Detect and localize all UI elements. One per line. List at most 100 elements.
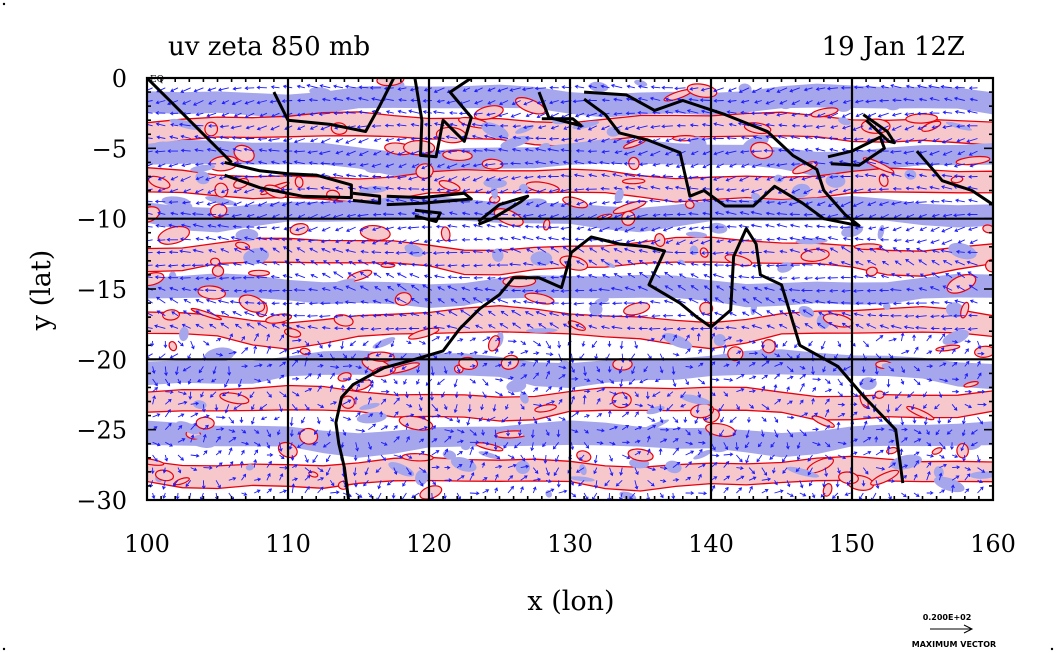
wind-vector bbox=[574, 112, 585, 118]
wind-vector bbox=[573, 160, 585, 165]
wind-vector bbox=[865, 84, 877, 89]
wind-vector bbox=[422, 284, 433, 291]
wind-vector bbox=[890, 313, 902, 318]
wind-vector bbox=[598, 287, 610, 292]
wind-vector bbox=[307, 150, 318, 155]
wind-vector bbox=[829, 288, 838, 293]
wind-vector bbox=[741, 286, 750, 291]
wind-vector bbox=[530, 442, 535, 452]
wind-vector bbox=[401, 366, 407, 370]
wind-vector bbox=[550, 275, 559, 280]
wind-vector bbox=[177, 467, 182, 474]
wind-vector bbox=[954, 299, 965, 304]
vorticity-contour bbox=[795, 237, 828, 245]
wind-vector bbox=[634, 403, 644, 408]
wind-vector bbox=[487, 87, 496, 92]
wind-vector bbox=[385, 163, 394, 168]
vorticity-contour bbox=[401, 453, 434, 462]
wind-vector bbox=[473, 211, 483, 216]
wind-vector bbox=[360, 326, 369, 331]
wind-vector bbox=[740, 150, 750, 154]
wind-vector bbox=[536, 261, 547, 266]
wind-vector bbox=[685, 378, 689, 386]
wind-vector bbox=[266, 429, 272, 438]
wind-vector bbox=[977, 389, 986, 394]
wind-vector bbox=[371, 163, 382, 168]
wind-vector bbox=[596, 397, 601, 405]
vorticity-contour bbox=[388, 462, 415, 477]
wind-vector bbox=[535, 236, 547, 241]
wind-vector bbox=[163, 340, 168, 349]
wind-vector bbox=[432, 251, 445, 256]
wind-vector bbox=[714, 297, 724, 304]
wind-vector bbox=[765, 122, 775, 127]
wind-vector bbox=[968, 226, 978, 231]
wind-vector bbox=[362, 340, 369, 346]
wind-vector bbox=[355, 492, 363, 498]
wind-vector bbox=[482, 350, 489, 355]
wind-vector bbox=[688, 175, 699, 180]
wind-vector bbox=[725, 198, 737, 203]
wind-vector bbox=[812, 427, 820, 432]
wind-vector bbox=[778, 123, 788, 128]
wind-vector bbox=[716, 285, 724, 291]
wind-vector bbox=[601, 200, 610, 205]
wind-vector bbox=[930, 226, 940, 232]
wind-vector bbox=[862, 467, 869, 475]
wind-vector bbox=[842, 365, 851, 371]
wind-vector bbox=[779, 100, 788, 105]
wind-vector bbox=[507, 475, 514, 481]
wind-vector bbox=[220, 188, 229, 194]
wind-vector bbox=[224, 378, 230, 388]
wind-vector bbox=[600, 186, 610, 191]
wind-vector bbox=[788, 176, 800, 182]
wind-vector bbox=[964, 467, 972, 471]
wind-vector bbox=[672, 426, 681, 431]
wind-vector bbox=[878, 301, 889, 306]
wind-vector bbox=[494, 473, 499, 481]
wind-vector bbox=[410, 262, 420, 267]
wind-vector bbox=[953, 213, 965, 218]
wind-vector bbox=[841, 311, 851, 317]
wind-vector bbox=[609, 400, 617, 405]
wind-vector bbox=[664, 261, 674, 266]
wind-vector bbox=[371, 97, 382, 101]
wind-vector bbox=[571, 377, 579, 381]
wind-vector bbox=[672, 461, 681, 468]
wind-vector bbox=[570, 395, 576, 405]
wind-vector bbox=[410, 284, 420, 291]
wind-vector bbox=[865, 99, 877, 104]
vorticity-contour bbox=[356, 412, 387, 424]
wind-vector bbox=[807, 454, 813, 462]
wind-vector bbox=[180, 148, 191, 153]
wind-vector bbox=[506, 429, 510, 437]
wind-vector bbox=[511, 147, 521, 152]
wind-vector bbox=[652, 213, 661, 218]
vorticity-contour bbox=[539, 142, 550, 150]
wind-vector bbox=[291, 391, 300, 397]
wind-vector bbox=[194, 148, 204, 153]
wind-vector bbox=[185, 480, 192, 488]
vorticity-contour bbox=[621, 178, 646, 185]
vorticity-contour bbox=[333, 314, 354, 327]
wind-vector bbox=[396, 297, 407, 304]
wind-vector bbox=[664, 110, 673, 115]
wind-vector bbox=[279, 374, 285, 380]
wind-vector bbox=[736, 360, 740, 367]
wind-vector bbox=[177, 378, 181, 385]
wind-vector bbox=[532, 387, 539, 393]
vorticity-contour bbox=[515, 198, 548, 212]
wind-vector bbox=[816, 112, 826, 118]
wind-vector bbox=[957, 239, 965, 244]
wind-vector bbox=[310, 273, 318, 279]
wind-vector bbox=[389, 366, 395, 373]
x-tick-label: 160 bbox=[970, 530, 1016, 558]
wind-vector bbox=[241, 429, 247, 434]
wind-vector bbox=[775, 263, 788, 268]
wind-vector bbox=[397, 262, 407, 267]
wind-vector bbox=[858, 492, 864, 500]
wind-vector bbox=[688, 211, 699, 216]
wind-vector bbox=[905, 301, 915, 306]
wind-vector bbox=[650, 185, 661, 190]
